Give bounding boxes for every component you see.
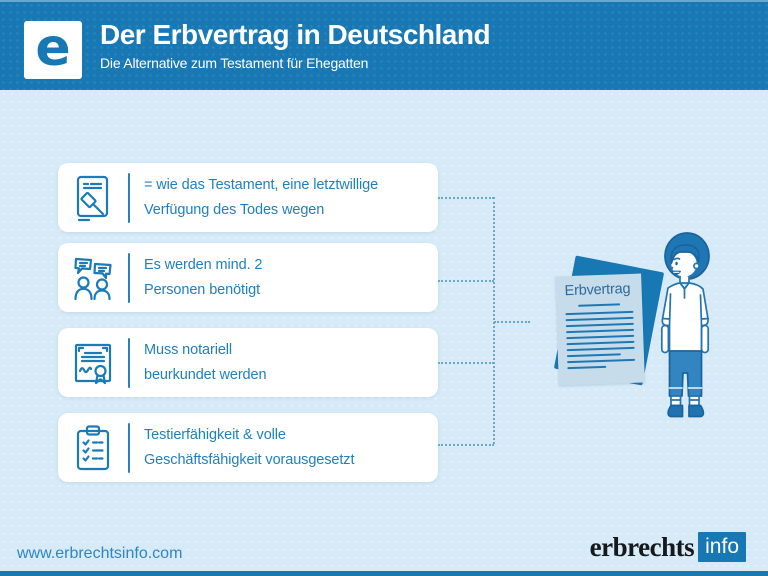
card-text: Es werden mind. 2 Personen benötigt (130, 253, 262, 303)
info-card-capacity: Testierfähigkeit & volle Geschäftsfähigk… (58, 413, 438, 482)
header-titles: Der Erbvertrag in Deutschland Die Altern… (100, 18, 491, 72)
card-divider (128, 172, 130, 223)
card-line: Es werden mind. 2 (144, 256, 263, 273)
erbvertrag-document-illustration: Erbvertrag (542, 255, 665, 400)
card-line: = wie das Testament, eine letztwillige (144, 176, 379, 193)
connector-to-document (494, 321, 530, 323)
info-card-two-persons: Es werden mind. 2 Personen benötigt (58, 243, 438, 312)
connector-line-3 (438, 362, 494, 364)
card-divider (128, 422, 130, 473)
logo-letter: e (35, 18, 71, 78)
card-line: Muss notariell (144, 341, 233, 358)
checklist-icon (58, 423, 128, 473)
bottom-accent-bar (0, 571, 768, 576)
card-divider (128, 252, 130, 303)
info-card-definition: = wie das Testament, eine letztwillige V… (58, 163, 438, 232)
info-card-notary: Muss notariell beurkundet werden (58, 328, 438, 397)
connector-line-2 (438, 280, 494, 282)
notary-certificate-icon (58, 339, 128, 387)
card-line: Verfügung des Todes wegen (144, 201, 325, 218)
connector-line-1 (438, 197, 494, 199)
document-text-lines (565, 303, 636, 370)
document-label: Erbvertrag (564, 280, 631, 300)
card-text: = wie das Testament, eine letztwillige V… (130, 173, 378, 223)
connector-line-4 (438, 444, 494, 446)
logo-text-erbrechts: erbrechts (589, 532, 695, 562)
document-front-sheet: Erbvertrag (555, 273, 645, 386)
connector-bracket (493, 197, 495, 444)
card-line: beurkundet werden (144, 366, 267, 383)
card-line: Personen benötigt (144, 281, 260, 298)
card-line: Geschäftsfähigkeit vorausgesetzt (144, 451, 355, 468)
card-text: Muss notariell beurkundet werden (130, 338, 267, 388)
website-link[interactable]: www.erbrechtsinfo.com (17, 545, 183, 562)
contract-gavel-icon (58, 173, 128, 223)
two-persons-talking-icon (58, 255, 128, 301)
page-subtitle: Die Alternative zum Testament für Ehegat… (100, 55, 369, 71)
brand-e-logo: e (24, 21, 82, 79)
page-title: Der Erbvertrag in Deutschland (100, 19, 491, 50)
card-text: Testierfähigkeit & volle Geschäftsfähigk… (130, 423, 354, 473)
header: e Der Erbvertrag in Deutschland Die Alte… (0, 0, 768, 90)
card-line: Testierfähigkeit & volle (144, 426, 286, 443)
logo-badge-info: info (698, 532, 746, 562)
card-divider (128, 337, 130, 388)
erbrechtsinfo-logo: erbrechts info (590, 532, 746, 562)
person-illustration (660, 232, 710, 418)
